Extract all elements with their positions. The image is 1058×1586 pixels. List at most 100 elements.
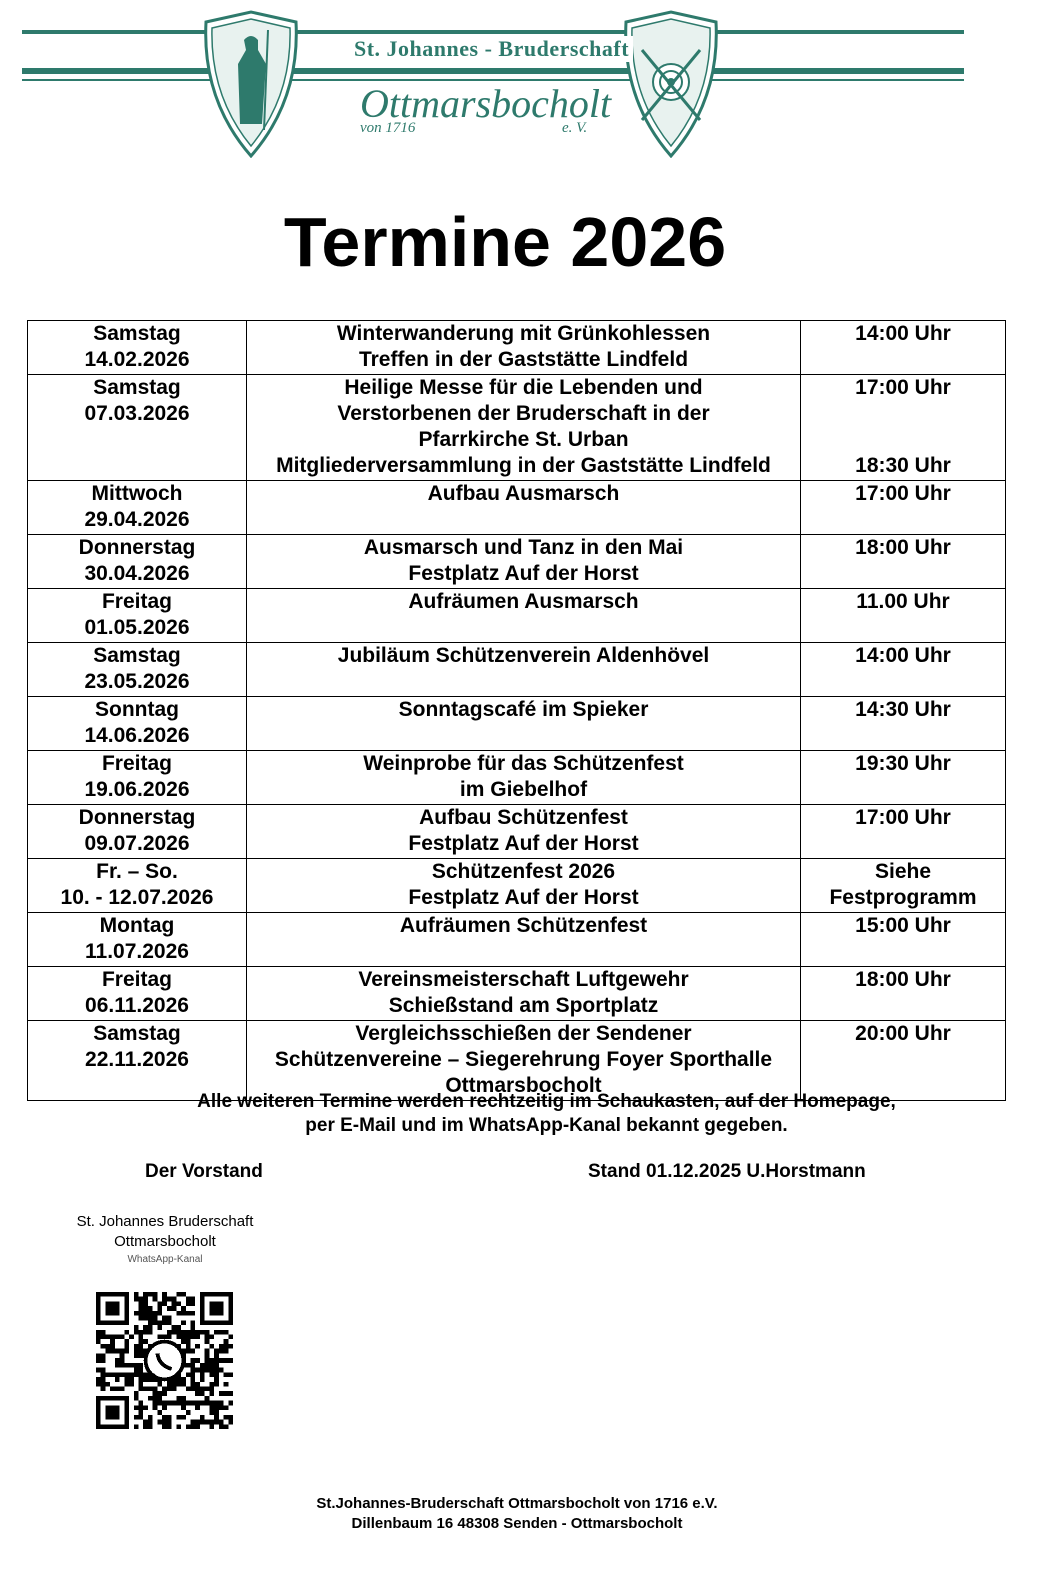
event-time-line <box>803 615 1003 641</box>
qr-module <box>133 1353 139 1359</box>
event-description: Winterwanderung mit Grünkohlessen Treffen… <box>246 320 801 375</box>
qr-module <box>176 1325 182 1330</box>
qr-module <box>152 1405 158 1411</box>
qr-module <box>214 1372 219 1378</box>
event-description-line: Sonntagscafé im Spieker <box>398 698 649 721</box>
qr-module <box>199 1391 205 1396</box>
qr-module <box>204 1358 210 1363</box>
event-time: 17:00 Uhr 18:30 Uhr <box>800 374 1006 481</box>
qr-module <box>105 1372 111 1378</box>
qr-module <box>185 1348 191 1354</box>
qr-module <box>162 1292 167 1297</box>
event-description-line: Festplatz Auf der Horst <box>408 832 639 855</box>
qr-module <box>176 1292 182 1297</box>
event-description: Heilige Messe für die Lebenden und Versto… <box>246 374 801 481</box>
qr-module <box>190 1358 196 1363</box>
qr-module <box>143 1348 148 1354</box>
qr-module <box>143 1310 148 1316</box>
qr-module <box>214 1405 219 1411</box>
event-description-line: Pfarrkirche St. Urban <box>418 428 629 451</box>
qr-module <box>100 1386 106 1392</box>
page-title: Termine 2026 <box>283 203 727 281</box>
qr-module <box>166 1329 172 1335</box>
event-time-line: Siehe <box>874 860 932 883</box>
qr-module <box>190 1310 196 1316</box>
table-row: Sonntag 14.06.2026 Sonntagscafé im Spieker… <box>27 696 1006 751</box>
qr-module <box>133 1362 139 1368</box>
qr-module <box>157 1320 163 1326</box>
qr-module <box>147 1310 153 1316</box>
qr-module <box>185 1410 191 1415</box>
qr-module <box>199 1362 205 1368</box>
qr-module <box>147 1320 153 1326</box>
qr-module <box>190 1348 196 1354</box>
footer-line: Dillenbaum 16 48308 Senden - Ottmarsboch… <box>351 1515 683 1532</box>
qr-module <box>204 1395 210 1401</box>
event-description-line: Weinprobe für das Schützenfest <box>363 752 684 775</box>
qr-module <box>181 1405 186 1411</box>
event-description: Vergleichsschießen der Sendener Schützenv… <box>246 1020 801 1101</box>
qr-module <box>185 1310 191 1316</box>
event-time-line <box>803 723 1003 749</box>
qr-module <box>147 1306 153 1311</box>
qr-module <box>143 1306 148 1311</box>
event-time-line: 11.00 Uhr <box>856 590 950 613</box>
event-day-line: Freitag <box>101 968 172 991</box>
table-row: Donnerstag 30.04.2026 Ausmarsch und Tanz i… <box>27 534 1006 589</box>
qr-module <box>143 1292 148 1297</box>
event-time: 14:00 Uhr <box>800 320 1006 375</box>
qr-module <box>152 1315 158 1321</box>
qr-module <box>166 1296 172 1302</box>
qr-module <box>152 1320 158 1326</box>
qr-module <box>228 1419 233 1425</box>
event-description: Sonntagscafé im Spieker <box>246 696 801 751</box>
event-time-line: 15:00 Uhr <box>855 914 951 937</box>
table-row: Samstag 14.02.2026 Winterwanderung mit Grü… <box>27 320 1006 375</box>
qr-module <box>129 1372 134 1378</box>
event-day-line: 10. - 12.07.2026 <box>60 886 214 909</box>
qr-module <box>185 1386 191 1392</box>
qr-module <box>190 1400 196 1406</box>
qr-module <box>138 1386 144 1392</box>
event-day-line: Montag <box>99 914 175 937</box>
qr-module <box>157 1391 163 1396</box>
qr-module <box>209 1358 215 1363</box>
qr-module <box>223 1414 229 1420</box>
qr-module <box>195 1386 200 1392</box>
qr-module <box>100 1334 106 1340</box>
event-description: Aufräumen Schützenfest <box>246 912 801 967</box>
qr-module <box>110 1386 115 1392</box>
event-day-line: Samstag <box>93 644 181 667</box>
qr-module <box>147 1419 153 1425</box>
event-day: Donnerstag 30.04.2026 <box>27 534 247 589</box>
qr-title: St. Johannes Bruderschaft <box>76 1213 254 1230</box>
qr-module <box>223 1358 229 1363</box>
event-day-line: 11.07.2026 <box>85 940 189 963</box>
qr-module <box>162 1386 167 1392</box>
qr-module <box>119 1362 125 1368</box>
qr-module <box>209 1400 215 1406</box>
event-description: Weinprobe für das Schützenfest im Giebelh… <box>246 750 801 805</box>
qr-module <box>171 1325 177 1330</box>
event-time-line <box>803 561 1003 587</box>
qr-module <box>157 1381 163 1387</box>
qr-module <box>190 1372 196 1378</box>
qr-code[interactable] <box>96 1292 233 1429</box>
event-time: 14:00 Uhr <box>800 642 1006 697</box>
qr-module <box>138 1414 144 1420</box>
event-day-line: 09.07.2026 <box>84 832 190 855</box>
qr-module <box>110 1348 115 1354</box>
qr-module <box>105 1334 111 1340</box>
qr-module <box>129 1334 134 1340</box>
qr-module <box>124 1339 130 1344</box>
event-description-line: Aufräumen Schützenfest <box>399 914 648 937</box>
qr-module <box>114 1386 120 1392</box>
event-time-line <box>803 669 1003 695</box>
qr-module <box>138 1315 144 1321</box>
whatsapp-icon <box>143 1339 186 1382</box>
qr-module <box>214 1414 219 1420</box>
qr-module <box>209 1391 215 1396</box>
event-day-line: 07.03.2026 <box>84 402 190 425</box>
qr-module <box>214 1400 219 1406</box>
